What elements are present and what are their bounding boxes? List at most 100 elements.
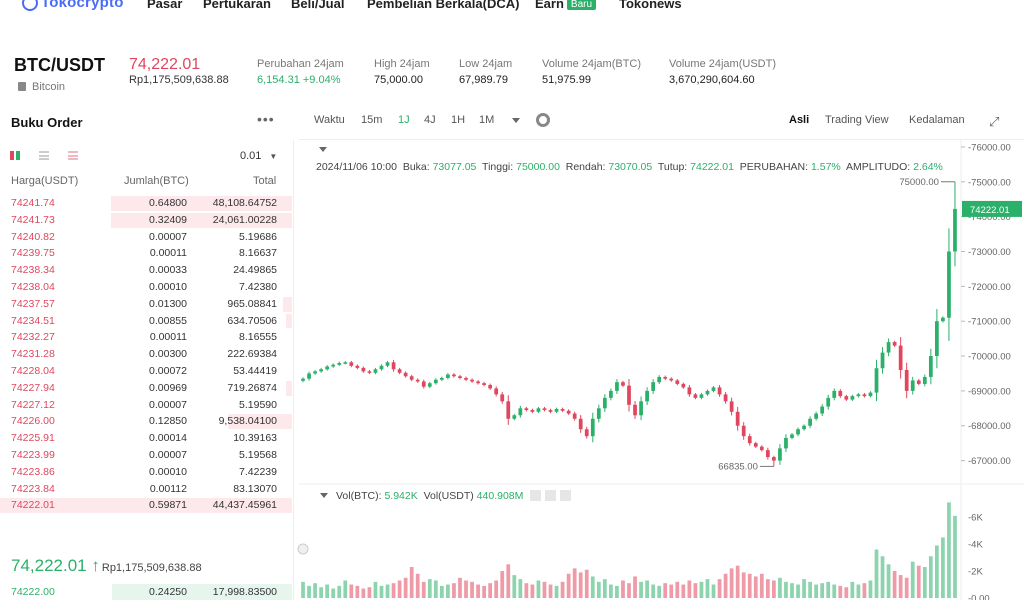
- doc-icon: [18, 82, 26, 91]
- ask-row[interactable]: 74241.74 0.64800 48,108.64752: [0, 195, 292, 212]
- ask-row[interactable]: 74222.01 0.59871 44,437.45961: [0, 497, 292, 514]
- ask-row[interactable]: 74240.82 0.00007 5.19686: [0, 229, 292, 246]
- divider: [293, 140, 294, 600]
- nav-pertukaran[interactable]: Pertukaran: [203, 0, 271, 11]
- ask-row[interactable]: 74234.51 0.00855 634.70506: [0, 313, 292, 330]
- collapse-info-icon[interactable]: [319, 147, 327, 152]
- volume-bar: [488, 583, 493, 598]
- interval-1h[interactable]: 1H: [451, 114, 466, 126]
- volume-bar: [343, 580, 348, 598]
- gear-icon[interactable]: [536, 113, 550, 127]
- ask-amount: 0.00072: [149, 364, 187, 377]
- ask-price: 74241.74: [11, 197, 55, 209]
- price-tick-label: -71000.00: [968, 317, 1011, 328]
- price-tick-label: -67000.00: [968, 456, 1011, 467]
- volume-bar: [566, 573, 571, 598]
- volume-bar: [705, 579, 710, 598]
- interval-15m[interactable]: 15m: [361, 114, 383, 126]
- volume-bar: [615, 585, 619, 598]
- volume-bar: [759, 573, 764, 598]
- volume-bar: [826, 581, 831, 598]
- ask-row[interactable]: 74238.04 0.00010 7.42380: [0, 279, 292, 296]
- candle: [790, 434, 794, 438]
- collapse-volume-icon[interactable]: [320, 493, 328, 498]
- logo[interactable]: Tokocrypto: [22, 0, 124, 12]
- nav-pasar[interactable]: Pasar: [147, 0, 183, 11]
- candle: [476, 381, 480, 384]
- candle: [433, 379, 438, 384]
- ask-total: 719.26874: [227, 381, 277, 394]
- nav-dca[interactable]: Pembelian Berkala(DCA): [367, 0, 520, 11]
- ask-amount: 0.00007: [149, 398, 187, 411]
- ask-price: 74234.51: [11, 314, 55, 327]
- settings-square-icon[interactable]: [530, 490, 542, 501]
- ask-row[interactable]: 74228.04 0.00072 53.44419: [0, 363, 292, 380]
- volume-bar: [542, 581, 547, 598]
- ask-row[interactable]: 74237.57 0.01300 965.08841: [0, 296, 292, 313]
- interval-4j[interactable]: 4J: [424, 114, 436, 126]
- ask-row[interactable]: 74226.00 0.12850 9,538.04100: [0, 413, 292, 430]
- candle: [850, 396, 855, 400]
- candle: [784, 437, 788, 449]
- volume-info: Vol(BTC): 5.942K Vol(USDT) 440.908M: [336, 490, 572, 502]
- volume-bar: [301, 581, 305, 598]
- ask-row[interactable]: 74225.91 0.00014 10.39163: [0, 430, 292, 447]
- ask-total: 10.39163: [233, 432, 277, 445]
- candle: [947, 251, 951, 318]
- more-intervals-icon[interactable]: [512, 118, 520, 123]
- volume-bar: [536, 580, 541, 598]
- candle: [349, 362, 354, 366]
- stat-volume-btc: Volume 24jam(BTC) 51,975.99: [542, 58, 642, 86]
- ask-row[interactable]: 74227.94 0.00969 719.26874: [0, 380, 292, 397]
- interval-1m[interactable]: 1M: [479, 114, 495, 126]
- expand-icon[interactable]: ⤢: [989, 114, 1000, 129]
- ask-row[interactable]: 74239.75 0.00011 8.16637: [0, 245, 292, 262]
- ask-row[interactable]: 74231.28 0.00300 222.69384: [0, 346, 292, 363]
- view-asli[interactable]: Asli: [789, 114, 810, 126]
- ask-price: 74238.04: [11, 280, 55, 293]
- volume-bar: [904, 577, 909, 598]
- candle: [452, 374, 456, 377]
- interval-1j[interactable]: 1J: [398, 114, 410, 126]
- ask-list: 74241.74 0.64800 48,108.64752 74241.73 0.324…: [0, 195, 292, 514]
- nav-tokonews[interactable]: Tokonews: [619, 0, 682, 11]
- candle: [301, 378, 305, 381]
- candle: [765, 450, 770, 458]
- close-square-icon[interactable]: [560, 490, 572, 501]
- ask-row[interactable]: 74223.99 0.00007 5.19568: [0, 447, 292, 464]
- candle: [796, 429, 800, 435]
- view-trading-view[interactable]: Trading View: [825, 114, 889, 126]
- candle: [778, 448, 782, 461]
- volume-bar: [446, 584, 450, 598]
- stat-low: Low 24jam 67,989.79: [459, 58, 513, 86]
- bids-only-icon[interactable]: [39, 151, 50, 160]
- candle: [331, 364, 336, 367]
- candle: [772, 457, 776, 461]
- pair-title[interactable]: BTC/USDT: [14, 55, 105, 75]
- ask-row[interactable]: 74241.73 0.32409 24,061.00228: [0, 212, 292, 229]
- more-icon[interactable]: •••: [257, 111, 275, 127]
- candle: [554, 409, 559, 412]
- volume-bar: [651, 584, 656, 598]
- volume-bar: [379, 585, 384, 598]
- ask-row[interactable]: 74223.86 0.00010 7.42239: [0, 464, 292, 481]
- both-sides-icon[interactable]: [10, 151, 20, 160]
- price-tick-label: -75000.00: [968, 177, 1011, 188]
- volume-bar: [663, 583, 668, 598]
- asks-only-icon[interactable]: [68, 151, 79, 160]
- view-kedalaman[interactable]: Kedalaman: [909, 114, 965, 126]
- candle: [844, 396, 849, 400]
- hide-square-icon[interactable]: [545, 490, 557, 501]
- candle: [427, 383, 432, 387]
- nav-beli-jual[interactable]: Beli/Jual: [291, 0, 345, 11]
- ask-row[interactable]: 74223.84 0.00112 83.13070: [0, 481, 292, 498]
- candle: [928, 356, 933, 377]
- nav-earn[interactable]: Earn Baru: [535, 0, 597, 11]
- ask-amount: 0.12850: [149, 415, 187, 428]
- precision-select[interactable]: 0.01 ▼: [240, 150, 278, 162]
- bid-row[interactable]: 74222.00 0.24250 17,998.83500: [0, 584, 292, 600]
- ask-row[interactable]: 74232.27 0.00011 8.16555: [0, 329, 292, 346]
- ask-row[interactable]: 74227.12 0.00007 5.19590: [0, 397, 292, 414]
- ask-row[interactable]: 74238.34 0.00033 24.49865: [0, 262, 292, 279]
